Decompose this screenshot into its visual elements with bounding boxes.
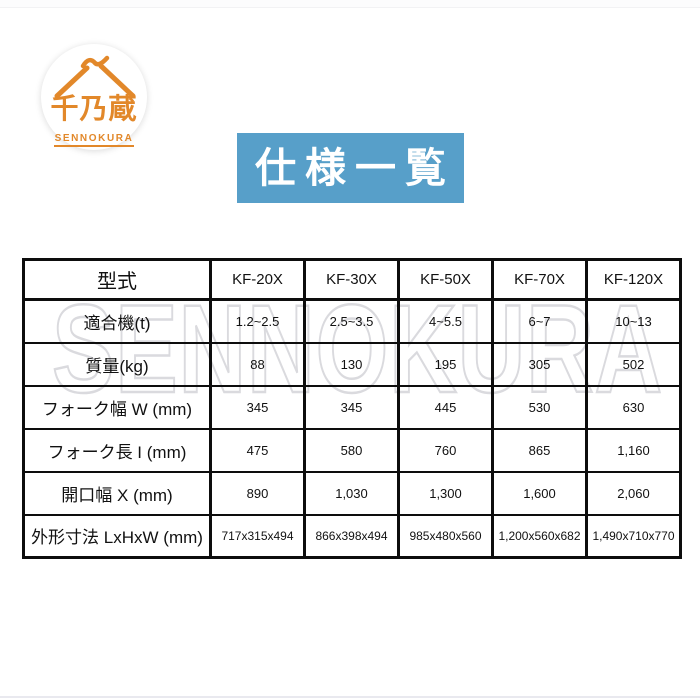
cell: 1,600 bbox=[491, 470, 588, 516]
cell: 502 bbox=[585, 341, 682, 387]
brand-logo: 千乃蔵 SENNOKURA bbox=[41, 44, 147, 150]
cell: 445 bbox=[397, 384, 494, 430]
table-row-opening-width: 開口幅 X (mm) 890 1,030 1,300 1,600 2,060 bbox=[22, 470, 682, 516]
cell: 195 bbox=[397, 341, 494, 387]
cell: 1,200x560x682 bbox=[491, 513, 588, 559]
top-divider bbox=[0, 0, 700, 8]
bottom-divider bbox=[0, 696, 700, 698]
column-header-kf120x: KF-120X bbox=[585, 258, 682, 301]
cell: 4~5.5 bbox=[397, 298, 494, 344]
cell: 2.5~3.5 bbox=[303, 298, 400, 344]
table-row-mass: 質量(kg) 88 130 195 305 502 bbox=[22, 341, 682, 387]
table-row-fork-width: フォーク幅 W (mm) 345 345 445 530 630 bbox=[22, 384, 682, 430]
cell: 305 bbox=[491, 341, 588, 387]
cell: 1,300 bbox=[397, 470, 494, 516]
cell: 530 bbox=[491, 384, 588, 430]
cell: 866x398x494 bbox=[303, 513, 400, 559]
cell: 130 bbox=[303, 341, 400, 387]
cell: 865 bbox=[491, 427, 588, 473]
cell: 580 bbox=[303, 427, 400, 473]
logo-romaji-text: SENNOKURA bbox=[53, 133, 135, 147]
table-header-row: 型式 KF-20X KF-30X KF-50X KF-70X KF-120X bbox=[22, 258, 682, 301]
column-header-kf70x: KF-70X bbox=[491, 258, 588, 301]
row-label: 適合機(t) bbox=[22, 298, 212, 344]
column-header-kf20x: KF-20X bbox=[209, 258, 306, 301]
table-row-applicable-machine: 適合機(t) 1.2~2.5 2.5~3.5 4~5.5 6~7 10~13 bbox=[22, 298, 682, 344]
cell: 1,160 bbox=[585, 427, 682, 473]
cell: 1.2~2.5 bbox=[209, 298, 306, 344]
cell: 10~13 bbox=[585, 298, 682, 344]
cell: 345 bbox=[209, 384, 306, 430]
table-row-outer-dimensions: 外形寸法 LxHxW (mm) 717x315x494 866x398x494 … bbox=[22, 513, 682, 559]
cell: 88 bbox=[209, 341, 306, 387]
column-header-kf50x: KF-50X bbox=[397, 258, 494, 301]
cell: 345 bbox=[303, 384, 400, 430]
logo-romaji-wrap: SENNOKURA bbox=[41, 128, 147, 147]
row-label: 開口幅 X (mm) bbox=[22, 470, 212, 516]
cell: 475 bbox=[209, 427, 306, 473]
column-header-kf30x: KF-30X bbox=[303, 258, 400, 301]
cell: 760 bbox=[397, 427, 494, 473]
spec-table: 型式 KF-20X KF-30X KF-50X KF-70X KF-120X 適… bbox=[22, 258, 682, 559]
row-label: 質量(kg) bbox=[22, 341, 212, 387]
section-title-text: 仕様一覧 bbox=[255, 144, 455, 191]
row-label: 外形寸法 LxHxW (mm) bbox=[22, 513, 212, 559]
cell: 1,490x710x770 bbox=[585, 513, 682, 559]
cell: 6~7 bbox=[491, 298, 588, 344]
cell: 1,030 bbox=[303, 470, 400, 516]
table-row-fork-length: フォーク長 I (mm) 475 580 760 865 1,160 bbox=[22, 427, 682, 473]
row-label: フォーク幅 W (mm) bbox=[22, 384, 212, 430]
logo-kanji-text: 千乃蔵 bbox=[50, 93, 138, 124]
cell: 717x315x494 bbox=[209, 513, 306, 559]
roof-icon bbox=[54, 55, 136, 98]
section-title: 仕様一覧 bbox=[237, 133, 464, 203]
cell: 630 bbox=[585, 384, 682, 430]
cell: 890 bbox=[209, 470, 306, 516]
column-header-model-type: 型式 bbox=[22, 258, 212, 301]
cell: 985x480x560 bbox=[397, 513, 494, 559]
cell: 2,060 bbox=[585, 470, 682, 516]
row-label: フォーク長 I (mm) bbox=[22, 427, 212, 473]
